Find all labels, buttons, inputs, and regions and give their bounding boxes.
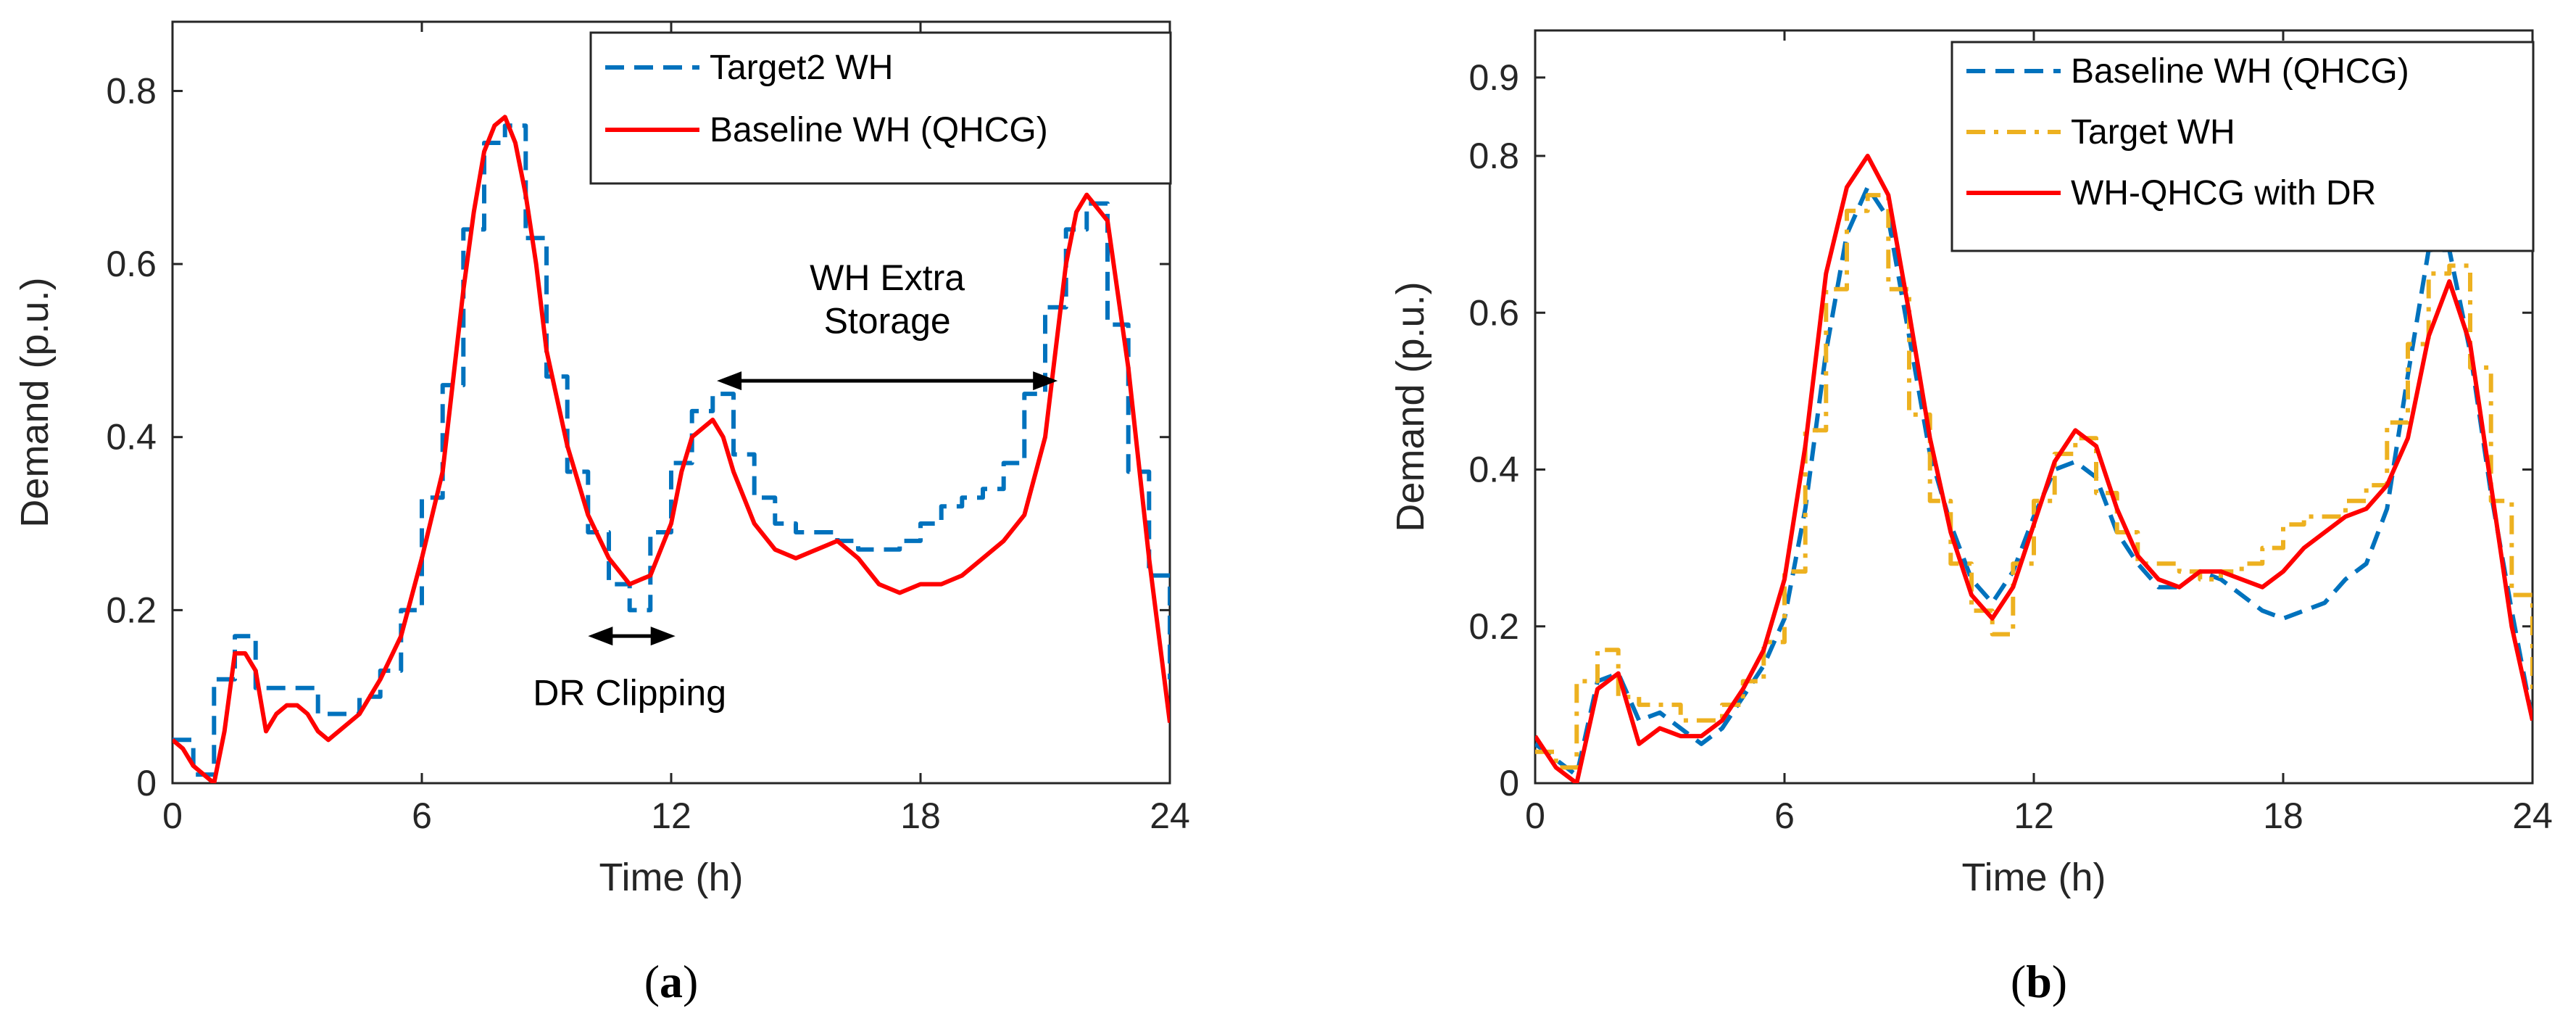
annotation-arrowhead-left <box>717 371 742 391</box>
chart-panel-a: 0 6 12 18 24 0 0.2 0.4 0.6 0.8 Time (h) Demand (p.u… <box>13 20 1190 1007</box>
y-tick-label: 0.2 <box>1468 606 1519 647</box>
caption-letter: a <box>660 956 683 1007</box>
x-tick-label: 0 <box>1525 795 1545 836</box>
legend: Target2 WH Baseline WH (QHCG) <box>589 31 1172 185</box>
legend-box <box>589 31 1172 185</box>
annotation-arrowhead-right <box>650 627 676 646</box>
series-group <box>1535 154 2533 783</box>
y-tick-label: 0.8 <box>106 70 157 111</box>
x-tick-label: 0 <box>162 795 183 836</box>
legend-entry-2: Baseline WH (QHCG) <box>710 111 1048 149</box>
caption-open: ( <box>2011 956 2026 1007</box>
y-tick-label: 0.2 <box>106 590 157 630</box>
y-tick-label: 0.4 <box>106 417 157 458</box>
panel-caption: (b) <box>2011 956 2067 1007</box>
y-tick-label: 0.9 <box>1468 57 1519 98</box>
caption-open: ( <box>644 956 660 1007</box>
series-line-2 <box>1535 193 2533 770</box>
y-tick-label: 0.6 <box>106 244 157 284</box>
x-tick-label: 24 <box>1150 795 1190 836</box>
chart-panel-b: 0 6 12 18 24 0 0.2 0.4 0.6 0.8 0.9 Time (h) Demand (… <box>1389 29 2553 1007</box>
y-tick-label: 0.6 <box>1468 292 1519 333</box>
legend-box <box>1950 41 2535 252</box>
x-axis-label: Time (h) <box>1962 856 2106 899</box>
annotation-text: Storage <box>824 301 951 342</box>
legend-entry-3: WH-QHCG with DR <box>2071 174 2376 212</box>
series-line-3 <box>1535 154 2533 783</box>
x-tick-label: 18 <box>900 795 941 836</box>
x-tick-label: 18 <box>2263 795 2303 836</box>
caption-close: ) <box>2052 956 2067 1007</box>
y-tick-label: 0.4 <box>1468 450 1519 490</box>
legend-entry-1: Target2 WH <box>710 49 893 87</box>
y-axis-label: Demand (p.u.) <box>1389 281 1432 532</box>
panel-caption: (a) <box>644 956 699 1007</box>
caption-letter: b <box>2026 956 2052 1007</box>
x-axis-label: Time (h) <box>599 856 744 899</box>
legend-entry-1: Baseline WH (QHCG) <box>2071 52 2409 91</box>
y-axis-label: Demand (p.u.) <box>13 277 57 527</box>
annotation-arrowhead-left <box>588 627 613 646</box>
legend-entry-2: Target WH <box>2071 113 2235 152</box>
annotation-text: DR Clipping <box>533 673 726 714</box>
y-tick-label: 0.8 <box>1468 136 1519 176</box>
x-tick-label: 6 <box>1774 795 1795 836</box>
annotation-arrowhead-right <box>1033 371 1058 391</box>
series-group <box>173 115 1170 783</box>
series-line-1 <box>173 123 1170 777</box>
series-line-1 <box>1535 185 2533 778</box>
series-line-2 <box>173 115 1170 783</box>
legend: Baseline WH (QHCG) Target WH WH-QHCG with … <box>1950 41 2535 252</box>
x-tick-label: 12 <box>651 795 691 836</box>
x-tick-label: 24 <box>2512 795 2553 836</box>
x-tick-label: 12 <box>2014 795 2054 836</box>
x-tick-label: 6 <box>412 795 432 836</box>
annotation-text: WH Extra <box>810 257 965 298</box>
caption-close: ) <box>683 956 698 1007</box>
y-tick-label: 0 <box>136 763 157 803</box>
y-tick-label: 0 <box>1499 763 1519 803</box>
